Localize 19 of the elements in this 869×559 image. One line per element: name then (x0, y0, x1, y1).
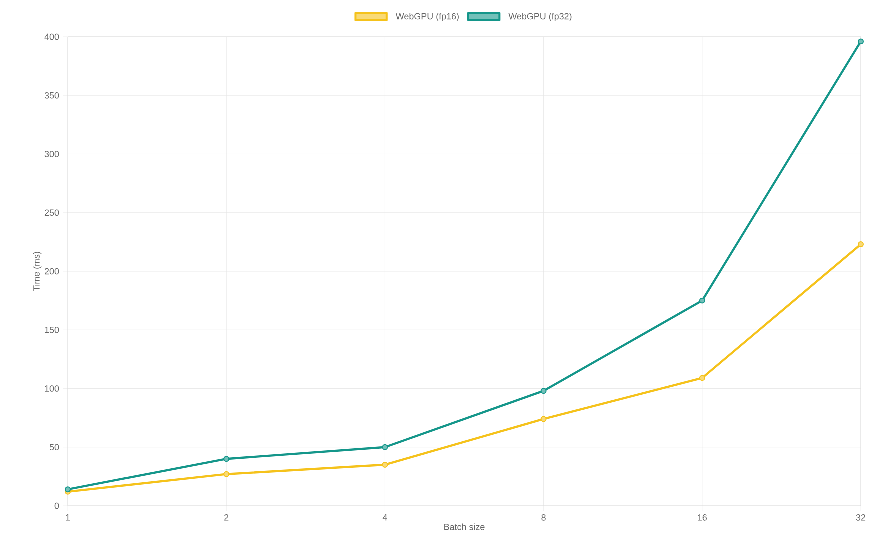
y-tick-label: 0 (54, 502, 60, 510)
x-tick-label: 16 (698, 514, 707, 521)
x-tick-label: 2 (224, 514, 229, 521)
legend-label: WebGPU (fp32) (508, 13, 572, 22)
x-tick-label: 1 (66, 514, 70, 521)
x-tick-label: 8 (542, 514, 546, 521)
legend-label: WebGPU (fp16) (396, 13, 459, 22)
y-tick-label: 350 (44, 92, 60, 99)
x-tick-label: 32 (856, 514, 866, 521)
y-tick-label: 150 (45, 326, 60, 334)
y-tick-label: 250 (44, 210, 60, 216)
y-tick-label: 400 (44, 34, 60, 40)
x-axis-title: Batch size (444, 524, 485, 530)
y-tick-label: 100 (45, 386, 60, 392)
y-tick-label: 300 (44, 151, 60, 158)
y-axis-title: Time (ms) (33, 252, 42, 292)
y-tick-label: 200 (44, 268, 60, 275)
x-tick-label: 4 (382, 514, 388, 521)
y-tick-label: 50 (50, 444, 60, 451)
